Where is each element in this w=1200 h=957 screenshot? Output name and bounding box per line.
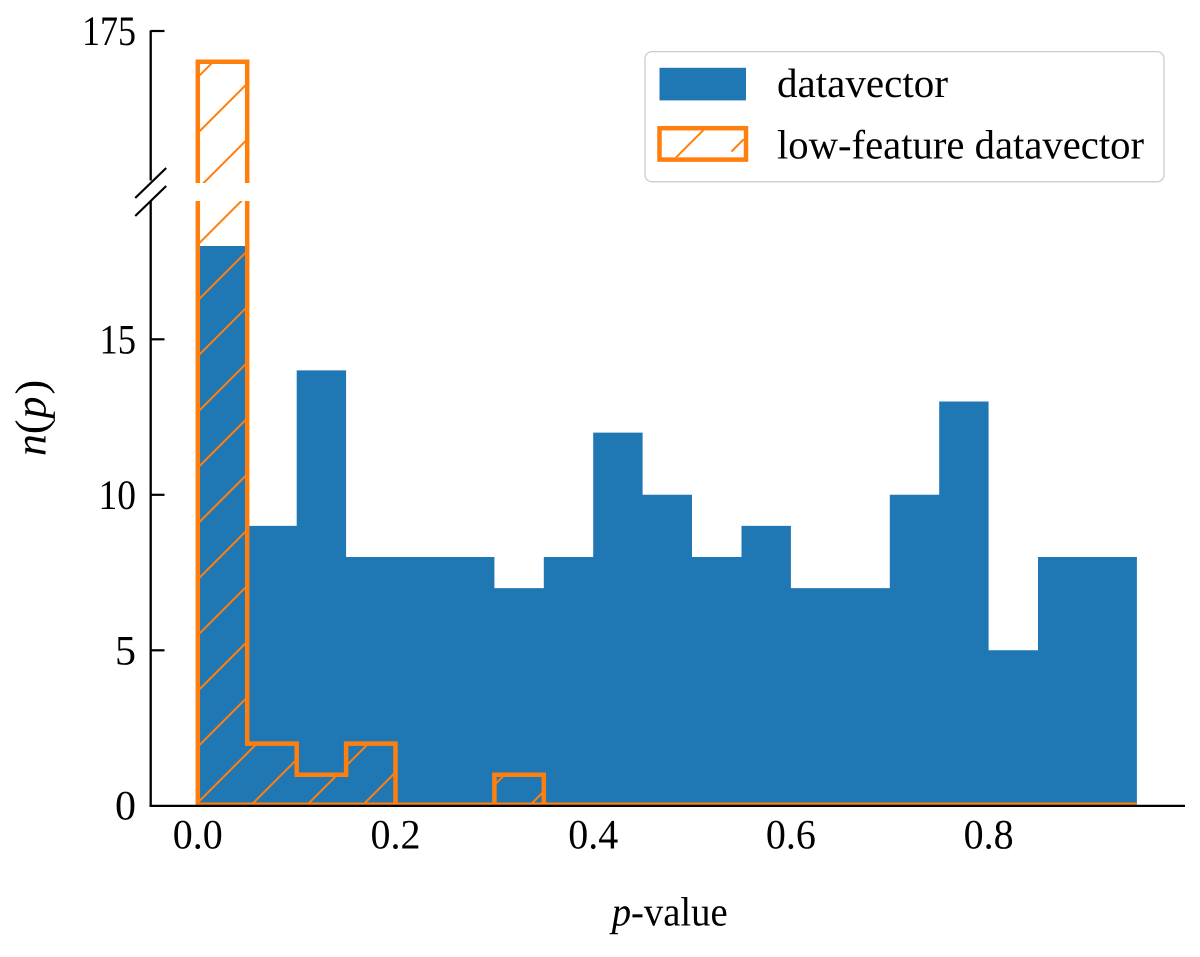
svg-text:0.8: 0.8 [964, 813, 1014, 859]
svg-text:p-value: p-value [609, 888, 728, 934]
svg-text:175: 175 [82, 9, 136, 55]
svg-text:0.2: 0.2 [371, 813, 421, 859]
svg-text:15: 15 [100, 317, 137, 363]
svg-text:0.0: 0.0 [173, 813, 223, 859]
svg-text:datavector: datavector [777, 60, 948, 106]
svg-text:0.4: 0.4 [568, 813, 618, 859]
svg-text:0: 0 [115, 784, 136, 830]
svg-text:5: 5 [115, 628, 136, 674]
svg-text:0.6: 0.6 [766, 813, 816, 859]
svg-text:10: 10 [99, 473, 137, 519]
svg-text:low-feature datavector: low-feature datavector [777, 121, 1144, 167]
svg-text:n(p): n(p) [7, 380, 56, 456]
